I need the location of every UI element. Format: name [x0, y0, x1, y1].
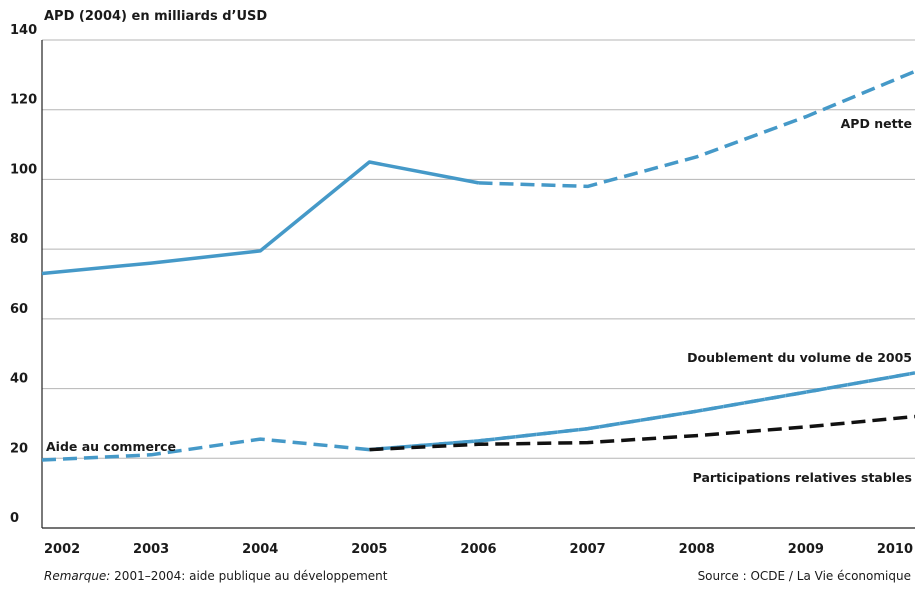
y-tick-label: 40: [10, 372, 28, 387]
y-tick-label: 140: [10, 23, 37, 38]
series-labels: APD nette Doublement du volume de 2005 A…: [46, 116, 912, 485]
series-line-solid-0: [41, 160, 479, 276]
x-tick-labels: 2002 2003 2004 2005 2006 2007 2008 2009 2010: [44, 542, 913, 557]
note-label: Remarque:: [44, 569, 111, 583]
note-text: 2001–2004: aide publique au développemen…: [110, 569, 388, 583]
y-tick-label: 20: [10, 441, 28, 456]
series-label-apd-nette: APD nette: [841, 116, 912, 131]
y-tick-label: 0: [10, 511, 19, 526]
x-tick-label: 2005: [351, 542, 387, 557]
series-line-dashed-3: [369, 414, 915, 452]
series-line-dashed-2: [369, 371, 915, 452]
series-label-participations: Participations relatives stables: [693, 470, 912, 485]
y-tick-labels: 0 20 40 60 80 100 120 140: [10, 23, 37, 526]
x-tick-label: 2008: [679, 542, 715, 557]
series-label-doublement: Doublement du volume de 2005: [687, 350, 912, 365]
chart: APD (2004) en milliards d’USD 0 20 40 60 80 1…: [10, 9, 915, 557]
y-tick-label: 120: [10, 93, 37, 108]
x-tick-label: 2006: [460, 542, 496, 557]
x-tick-label: 2003: [133, 542, 169, 557]
chart-note: Remarque: 2001–2004: aide publique au dé…: [44, 569, 387, 583]
y-axis-label: APD (2004) en milliards d’USD: [44, 9, 267, 24]
x-tick-label: 2004: [242, 542, 278, 557]
series-line-dashed-0: [478, 69, 915, 189]
y-tick-label: 60: [10, 302, 28, 317]
y-tick-label: 80: [10, 232, 28, 247]
x-tick-label: 2010: [877, 542, 913, 557]
series-lines: [41, 69, 915, 462]
chart-source: Source : OCDE / La Vie économique: [697, 569, 911, 583]
x-tick-label: 2009: [788, 542, 824, 557]
x-tick-label: 2007: [570, 542, 606, 557]
series-label-aide-au-commerce: Aide au commerce: [46, 439, 176, 454]
y-tick-label: 100: [10, 162, 37, 177]
gridlines: [41, 39, 915, 529]
x-tick-label: 2002: [44, 542, 80, 557]
